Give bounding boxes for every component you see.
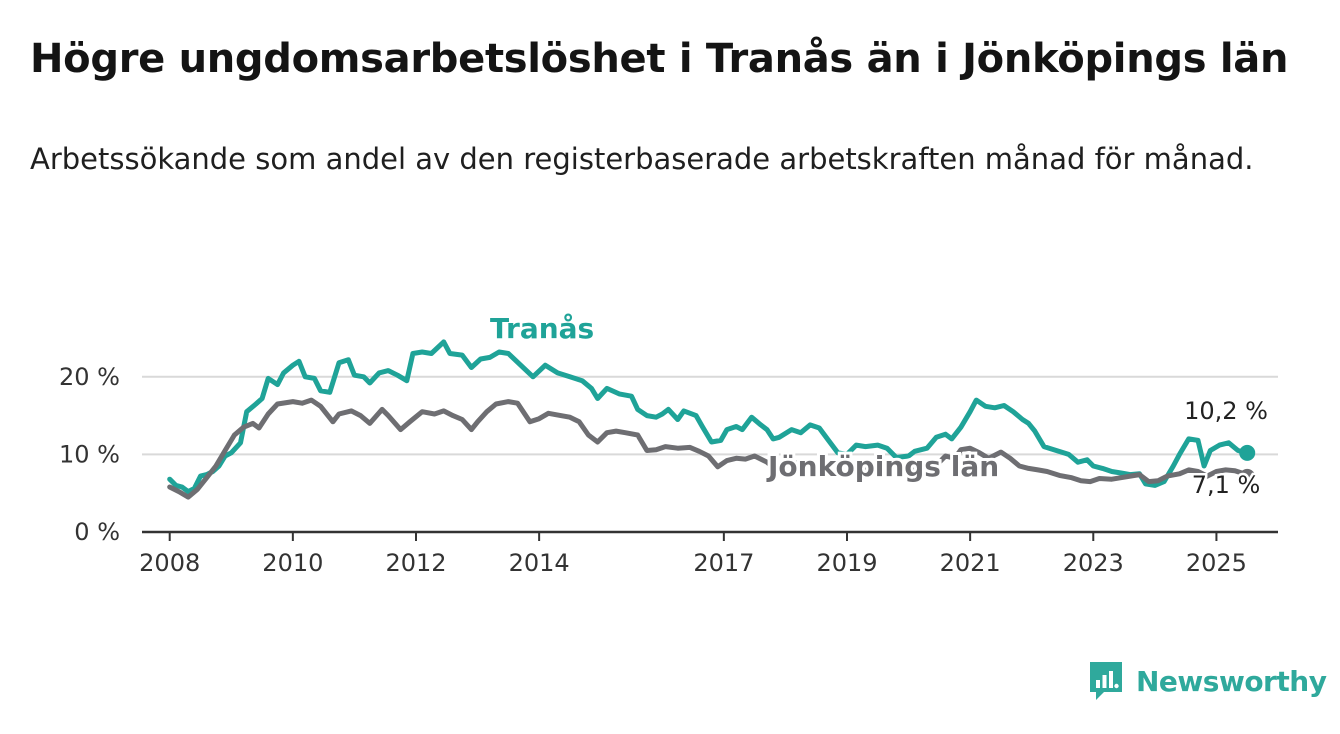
- end-point-jönköpings-län: [1239, 468, 1256, 485]
- series-label-jonkopings-lan: Jönköpings län: [766, 450, 999, 483]
- series-line-tranås: [167, 339, 1250, 495]
- brand-logo: Newsworthy: [1088, 660, 1327, 702]
- newsworthy-logo-icon: [1090, 662, 1122, 700]
- end-value-label-jonkopings-lan: 7,1 %: [1192, 471, 1261, 499]
- x-tick-label: 2017: [693, 549, 754, 577]
- series-line-jönköpings-län: [167, 397, 1250, 500]
- end-point-tranås: [1239, 444, 1256, 461]
- series-lines: [167, 339, 1256, 500]
- x-tick-label: 2021: [940, 549, 1001, 577]
- end-value-label-tranas: 10,2 %: [1184, 397, 1268, 425]
- x-tick-label: 2025: [1186, 549, 1247, 577]
- x-tick-label: 2023: [1063, 549, 1124, 577]
- x-tick-label: 2012: [385, 549, 446, 577]
- line-chart: 0 % 10 % 20 % 2008 2010 2012 2014 2017 2019 2021…: [59, 309, 1278, 577]
- series-labels: Tranås Jönköpings län 10,2 % 7,1 %: [487, 309, 1270, 502]
- x-tick-label: 2014: [509, 549, 570, 577]
- y-axis-labels: 0 % 10 % 20 %: [59, 363, 120, 546]
- y-tick-label: 20 %: [59, 363, 120, 391]
- series-label-tranas: Tranås: [490, 312, 594, 345]
- chart-title: Högre ungdomsarbetslöshet i Tranås än i …: [30, 36, 1289, 82]
- y-tick-label: 10 %: [59, 440, 120, 468]
- x-tick-label: 2019: [816, 549, 877, 577]
- x-tick-label: 2008: [139, 549, 200, 577]
- y-tick-label: 0 %: [74, 518, 120, 546]
- brand-name: Newsworthy: [1136, 664, 1327, 698]
- chart-subtitle: Arbetssökande som andel av den registerb…: [30, 142, 1254, 176]
- x-axis-labels: 2008 2010 2012 2014 2017 2019 2021 2023 2025: [139, 549, 1247, 577]
- x-tick-label: 2010: [262, 549, 323, 577]
- x-axis: [142, 530, 1278, 541]
